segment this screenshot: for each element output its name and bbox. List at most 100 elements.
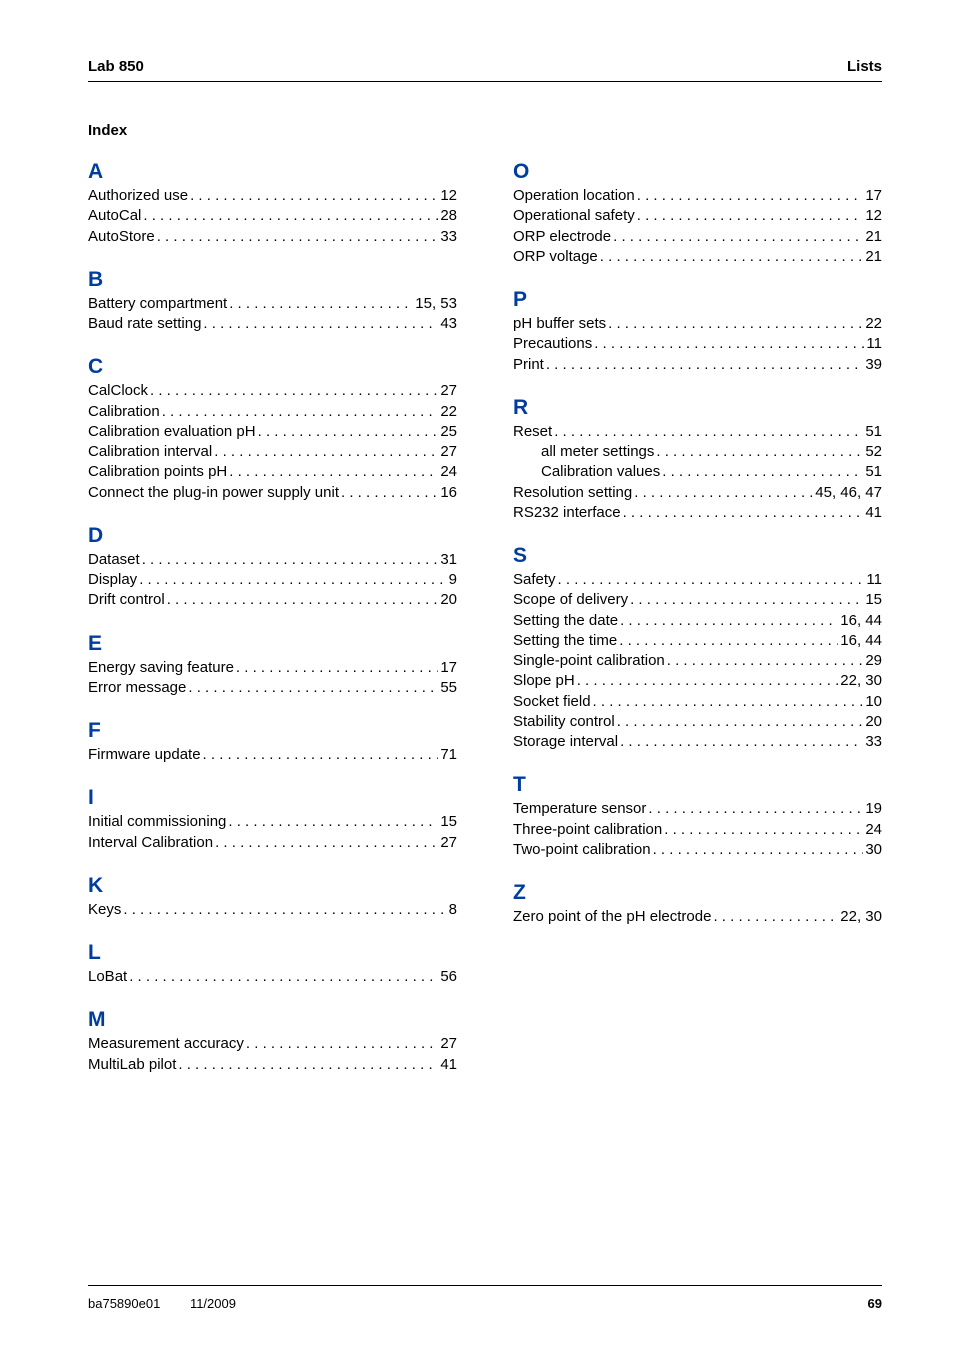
- index-entry-pages: 28: [440, 206, 457, 226]
- index-section: EEnergy saving feature17Error message55: [88, 633, 457, 699]
- index-entry: Battery compartment15, 53: [88, 294, 457, 314]
- index-section-letter: A: [88, 161, 457, 182]
- index-entry: Dataset31: [88, 550, 457, 570]
- page: Lab 850 Lists Index AAuthorized use12Aut…: [0, 0, 954, 1351]
- index-entry-leaders: [600, 247, 864, 267]
- index-entry: RS232 interface 41: [513, 503, 882, 523]
- index-entry: Two-point calibration30: [513, 840, 882, 860]
- index-entry-label: Resolution setting: [513, 483, 632, 503]
- index-title: Index: [88, 122, 882, 139]
- index-entry-leaders: [558, 570, 865, 590]
- index-section: CCalClock27Calibration22Calibration eval…: [88, 356, 457, 503]
- index-entry-label: MultiLab pilot: [88, 1055, 176, 1075]
- index-entry: Setting the time16, 44: [513, 631, 882, 651]
- index-entry: Operation location 17: [513, 186, 882, 206]
- index-entry-pages: 27: [440, 381, 457, 401]
- index-entry: Drift control20: [88, 590, 457, 610]
- index-entry-leaders: [129, 967, 438, 987]
- index-section-letter: T: [513, 774, 882, 795]
- index-entry: MultiLab pilot41: [88, 1055, 457, 1075]
- index-entry-label: Measurement accuracy: [88, 1034, 244, 1054]
- index-entry: Zero point of the pH electrode 22, 30: [513, 907, 882, 927]
- index-entry-pages: 17: [865, 186, 882, 206]
- index-entry-pages: 11: [866, 570, 882, 590]
- index-entry-pages: 33: [440, 227, 457, 247]
- index-section: IInitial commissioning15Interval Calibra…: [88, 787, 457, 853]
- index-entry: Storage interval 33: [513, 732, 882, 752]
- index-entry: AutoCal28: [88, 206, 457, 226]
- index-entry: Socket field10: [513, 692, 882, 712]
- index-section-letter: K: [88, 875, 457, 896]
- index-entry-leaders: [341, 483, 438, 503]
- index-entry-label: Calibration values: [541, 462, 660, 482]
- index-entry-label: Socket field: [513, 692, 591, 712]
- index-entry: Stability control20: [513, 712, 882, 732]
- index-section-letter: F: [88, 720, 457, 741]
- index-entry-label: AutoStore: [88, 227, 155, 247]
- index-entry: Print39: [513, 355, 882, 375]
- index-entry-pages: 33: [865, 732, 882, 752]
- index-entry-pages: 56: [440, 967, 457, 987]
- index-left-column: AAuthorized use12AutoCal28AutoStore33BBa…: [88, 161, 457, 1311]
- index-entry: Resolution setting45, 46, 47: [513, 483, 882, 503]
- index-entry-leaders: [620, 611, 838, 631]
- index-entry-leaders: [142, 550, 439, 570]
- index-entry-label: RS232 interface: [513, 503, 621, 523]
- index-entry-leaders: [229, 462, 438, 482]
- index-entry-pages: 22, 30: [840, 671, 882, 691]
- index-entry-leaders: [157, 227, 439, 247]
- index-entry-leaders: [123, 900, 446, 920]
- index-entry-label: Zero point of the pH electrode: [513, 907, 711, 927]
- index-entry-leaders: [594, 334, 864, 354]
- footer-doc: ba75890e01: [88, 1296, 160, 1311]
- index-entry-pages: 20: [865, 712, 882, 732]
- index-entry-label: ORP voltage: [513, 247, 598, 267]
- index-entry-pages: 17: [440, 658, 457, 678]
- index-section-letter: P: [513, 289, 882, 310]
- index-entry-pages: 15: [865, 590, 882, 610]
- index-entry: Calibration values 51: [513, 462, 882, 482]
- index-entry: Calibration interval27: [88, 442, 457, 462]
- index-entry: Calibration22: [88, 402, 457, 422]
- index-entry-pages: 51: [865, 462, 882, 482]
- index-section: BBattery compartment15, 53Baud rate sett…: [88, 269, 457, 335]
- index-entry-leaders: [554, 422, 863, 442]
- index-entry: Calibration evaluation pH25: [88, 422, 457, 442]
- index-entry-pages: 22, 30: [840, 907, 882, 927]
- index-entry-leaders: [613, 227, 863, 247]
- index-entry: Slope pH22, 30: [513, 671, 882, 691]
- index-section: TTemperature sensor19Three-point calibra…: [513, 774, 882, 860]
- index-entry-leaders: [236, 658, 438, 678]
- index-entry-pages: 12: [440, 186, 457, 206]
- index-entry-leaders: [623, 503, 864, 523]
- index-entry-leaders: [190, 186, 438, 206]
- index-section-letter: E: [88, 633, 457, 654]
- index-entry-label: Dataset: [88, 550, 140, 570]
- index-right-column: OOperation location17Operational safety1…: [513, 161, 882, 1311]
- index-entry-leaders: [162, 402, 439, 422]
- index-section-letter: L: [88, 942, 457, 963]
- index-entry-leaders: [662, 462, 863, 482]
- index-entry-label: Initial commissioning: [88, 812, 226, 832]
- index-entry-pages: 27: [440, 1034, 457, 1054]
- index-section: PpH buffer sets22Precautions11Print39: [513, 289, 882, 375]
- index-section: ZZero point of the pH electrode22, 30: [513, 882, 882, 927]
- index-entry-pages: 16, 44: [840, 631, 882, 651]
- index-entry-label: Operation location: [513, 186, 635, 206]
- index-entry-leaders: [139, 570, 446, 590]
- index-entry-label: Storage interval: [513, 732, 618, 752]
- index-entry-leaders: [656, 442, 863, 462]
- index-entry-leaders: [167, 590, 439, 610]
- index-entry-leaders: [229, 294, 413, 314]
- index-entry: Single-point calibration29: [513, 651, 882, 671]
- index-entry: Temperature sensor19: [513, 799, 882, 819]
- index-entry-pages: 41: [865, 503, 882, 523]
- index-entry: AutoStore 33: [88, 227, 457, 247]
- index-entry-leaders: [634, 483, 813, 503]
- footer-left: ba75890e01 11/2009: [88, 1296, 236, 1311]
- index-entry: ORP voltage21: [513, 247, 882, 267]
- index-entry-label: pH buffer sets: [513, 314, 606, 334]
- index-entry-pages: 15, 53: [415, 294, 457, 314]
- index-entry-leaders: [577, 671, 839, 691]
- index-entry: ORP electrode21: [513, 227, 882, 247]
